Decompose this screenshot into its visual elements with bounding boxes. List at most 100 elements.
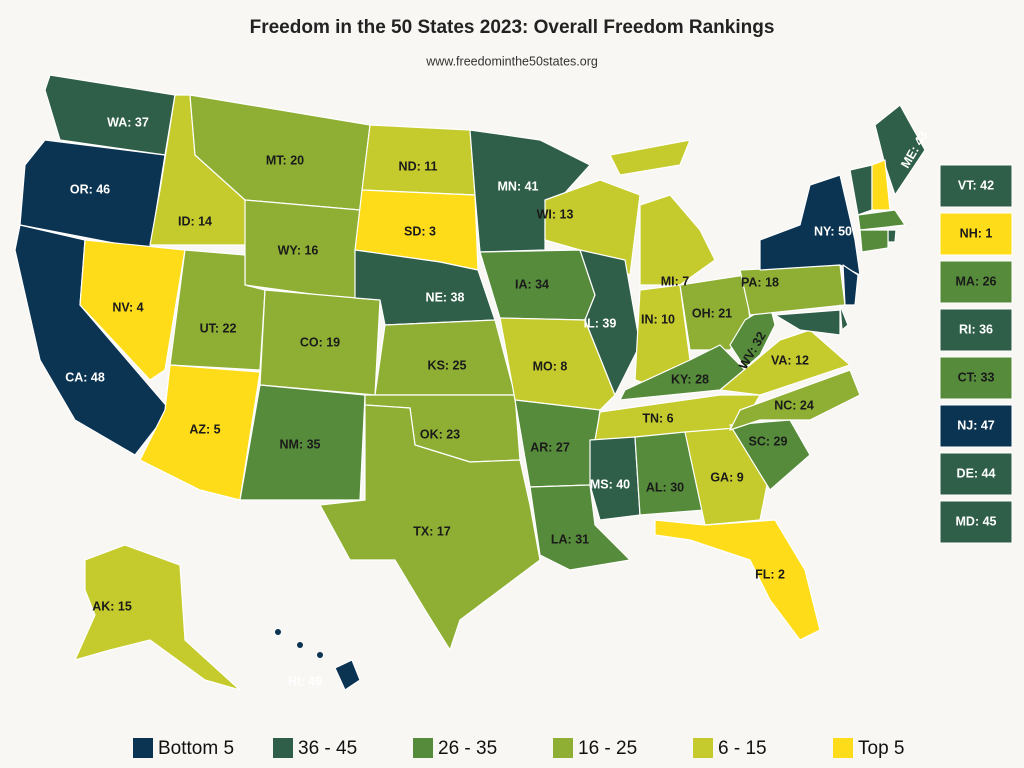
side-box <box>939 260 1013 304</box>
island <box>275 629 281 635</box>
state-label: KS: 25 <box>428 358 467 372</box>
side-box-label: MD: 45 <box>956 514 997 528</box>
side-box <box>939 500 1013 544</box>
legend-swatch <box>413 738 433 758</box>
state-shape <box>842 264 859 306</box>
island <box>297 642 303 648</box>
state-label: WA: 37 <box>107 115 149 129</box>
legend-label: Bottom 5 <box>158 738 234 759</box>
side-box-label: NH: 1 <box>960 226 993 240</box>
state-shape <box>544 179 641 276</box>
state-label: IL: 39 <box>584 316 617 330</box>
legend-swatch <box>273 738 293 758</box>
state-shape <box>774 309 841 336</box>
state-shape <box>579 249 641 396</box>
state-label: HI: 49 <box>288 674 322 688</box>
side-box <box>939 164 1013 208</box>
state-label: FL: 2 <box>755 567 785 581</box>
side-box <box>939 212 1013 256</box>
state-label: IA: 34 <box>515 277 549 291</box>
state-label: MI: 7 <box>661 274 690 288</box>
state-shape <box>589 436 641 521</box>
state-label: CA: 48 <box>65 370 105 384</box>
state-shape <box>139 364 261 501</box>
state-label: MN: 41 <box>498 179 539 193</box>
state-shape <box>74 544 241 691</box>
legend-label: Top 5 <box>858 738 904 759</box>
state-shape <box>839 304 849 331</box>
state-shape <box>19 139 166 251</box>
state-shape <box>334 659 361 691</box>
legend-swatch <box>133 738 153 758</box>
state-label: VA: 12 <box>771 353 809 367</box>
state-label: PA: 18 <box>741 275 779 289</box>
subtitle: www.freedominthe50states.org <box>425 54 598 68</box>
side-box-label: VT: 42 <box>958 178 994 192</box>
state-shape <box>759 174 861 276</box>
state-label: IN: 10 <box>641 312 675 326</box>
state-shape <box>729 369 861 431</box>
state-shape <box>729 419 811 491</box>
island <box>317 652 323 658</box>
state-label: AK: 15 <box>92 599 132 613</box>
state-label: SD: 3 <box>404 224 436 238</box>
state-shape <box>719 329 851 396</box>
states <box>14 74 926 691</box>
side-box <box>939 404 1013 448</box>
state-label: NC: 24 <box>774 398 814 412</box>
state-label: TN: 6 <box>642 411 673 425</box>
state-label: NY: 50 <box>814 224 852 238</box>
state-shape <box>79 239 186 381</box>
state-shape <box>639 194 716 286</box>
state-label: NM: 35 <box>280 437 321 451</box>
state-label: CO: 19 <box>300 335 340 349</box>
state-label: AL: 30 <box>646 480 684 494</box>
state-shape <box>871 159 891 211</box>
state-shape <box>874 104 926 196</box>
state-label: NE: 38 <box>426 290 465 304</box>
legend-swatch <box>833 738 853 758</box>
side-box-label: MA: 26 <box>956 274 997 288</box>
legend-label: 6 - 15 <box>718 738 767 759</box>
state-label: MS: 40 <box>590 477 630 491</box>
state-label: ND: 11 <box>399 159 438 173</box>
side-box-label: DE: 44 <box>957 466 996 480</box>
state-shape <box>887 229 897 243</box>
side-box-label: NJ: 47 <box>957 418 995 432</box>
state-label: WI: 13 <box>537 207 574 221</box>
title: Freedom in the 50 States 2023: Overall F… <box>250 17 775 38</box>
state-label: OK: 23 <box>420 427 460 441</box>
state-label: AR: 27 <box>530 440 570 454</box>
state-label: UT: 22 <box>200 321 237 335</box>
state-shape <box>857 209 906 231</box>
state-label: OR: 46 <box>70 182 110 196</box>
side-box-label: CT: 33 <box>958 370 995 384</box>
side-box <box>939 452 1013 496</box>
state-label: WY: 16 <box>278 243 319 257</box>
side-box <box>939 308 1013 352</box>
state-label: NV: 4 <box>112 300 143 314</box>
state-label: MT: 20 <box>266 153 304 167</box>
legend-label: 36 - 45 <box>298 738 357 759</box>
legend-swatch <box>693 738 713 758</box>
state-label: MO: 8 <box>533 359 568 373</box>
side-box-label: RI: 36 <box>959 322 993 336</box>
state-shape <box>859 229 889 253</box>
state-shape <box>44 74 176 156</box>
state-label: OH: 21 <box>692 306 732 320</box>
legend-label: 16 - 25 <box>578 738 637 759</box>
side-box <box>939 356 1013 400</box>
state-label: KY: 28 <box>671 372 709 386</box>
state-label: ID: 14 <box>178 214 212 228</box>
state-shape <box>729 304 776 369</box>
state-shape <box>319 404 541 651</box>
state-shape <box>654 519 821 641</box>
state-label: SC: 29 <box>749 434 788 448</box>
state-label: LA: 31 <box>551 532 589 546</box>
state-label: GA: 9 <box>710 470 743 484</box>
state-shape <box>609 139 691 176</box>
legend-label: 26 - 35 <box>438 738 497 759</box>
state-label: AZ: 5 <box>189 422 220 436</box>
legend-swatch <box>553 738 573 758</box>
